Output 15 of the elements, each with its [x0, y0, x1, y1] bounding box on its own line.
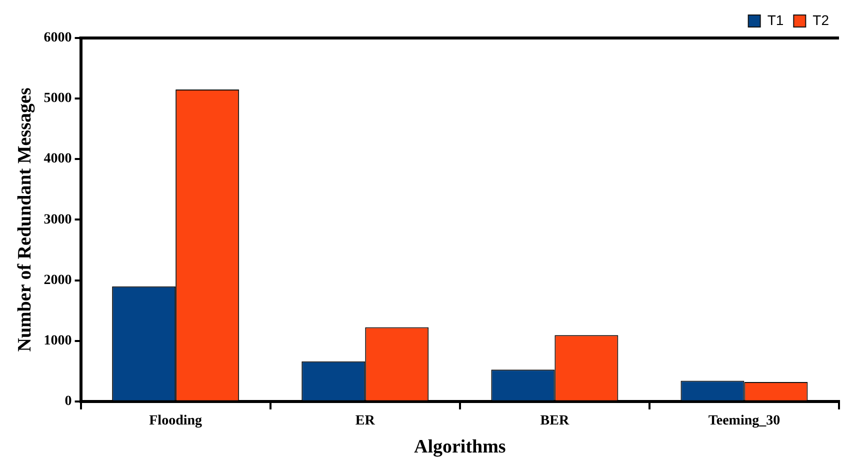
- y-tick-label: 2000: [44, 272, 72, 288]
- legend-label: T2: [812, 12, 830, 28]
- x-tick-label: BER: [540, 413, 570, 428]
- y-tick-label: 6000: [44, 30, 72, 46]
- y-tick-label: 3000: [44, 212, 72, 228]
- x-tick-label: Flooding: [149, 413, 202, 428]
- y-axis-title: Number of Redundant Messages: [14, 88, 36, 352]
- x-axis-title: Algorithms: [414, 436, 506, 458]
- y-tick-label: 0: [64, 394, 72, 410]
- legend-label: T1: [767, 12, 784, 28]
- y-tick-label: 5000: [44, 91, 72, 106]
- x-tick-label: ER: [355, 413, 376, 428]
- y-tick-label: 1000: [44, 333, 72, 348]
- y-tick-label: 4000: [44, 152, 72, 167]
- x-tick-label: Teeming_30: [708, 413, 780, 428]
